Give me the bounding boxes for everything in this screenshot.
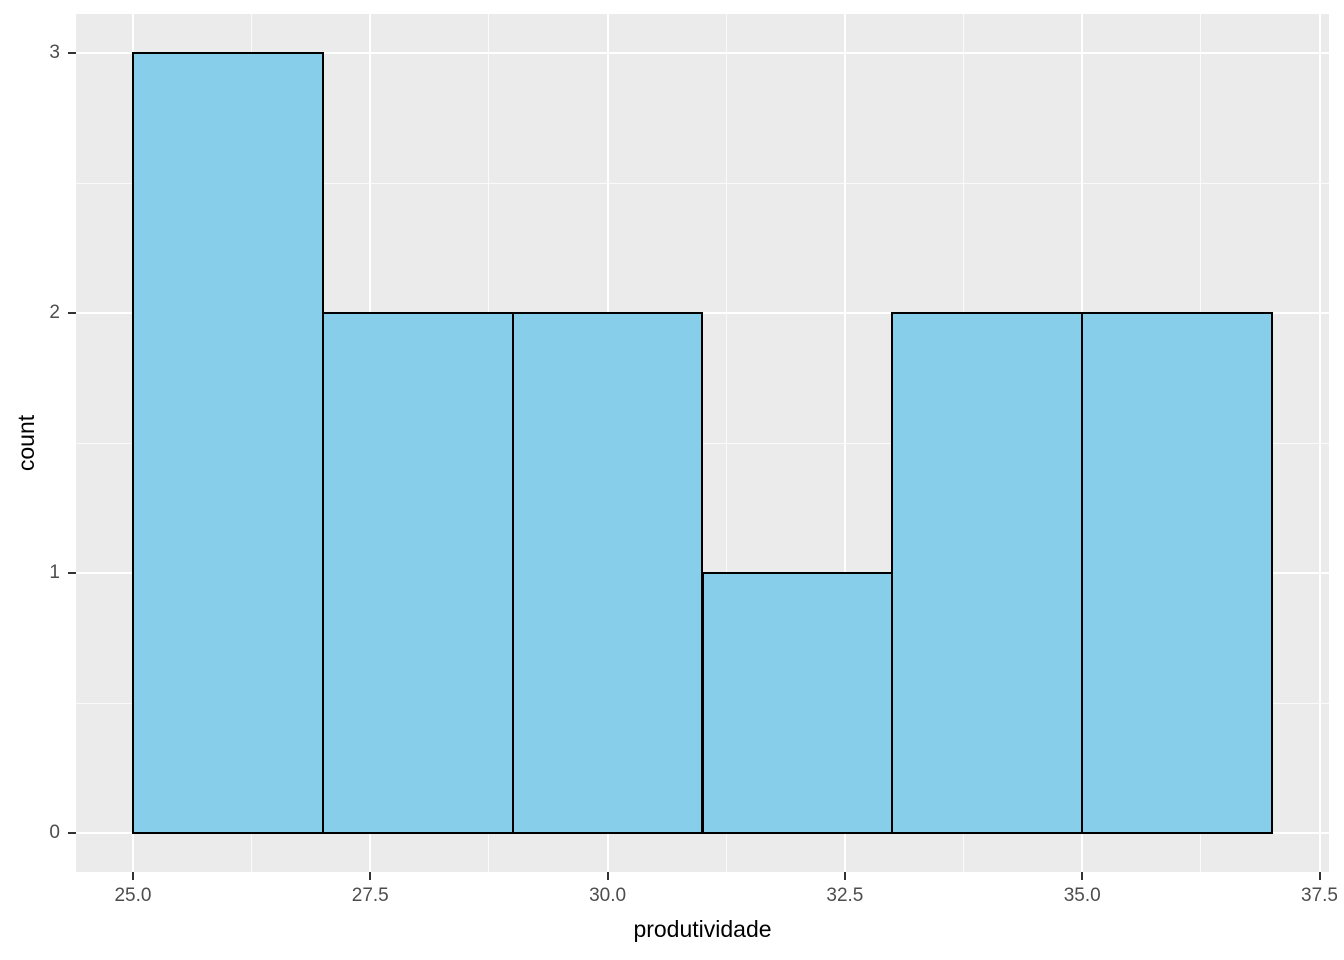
x-tick-label: 25.0 — [114, 885, 152, 906]
histogram-bar — [701, 572, 894, 834]
y-tick-mark — [68, 52, 76, 54]
plot-panel — [76, 14, 1329, 872]
y-tick-label: 1 — [49, 562, 60, 583]
y-tick-mark — [68, 312, 76, 314]
x-tick-label: 35.0 — [1063, 885, 1101, 906]
x-tick-mark — [1318, 872, 1321, 880]
x-tick-mark — [843, 872, 846, 880]
y-axis-title: count — [13, 414, 39, 472]
y-tick-label: 3 — [49, 42, 60, 63]
histogram-bar — [321, 312, 514, 834]
x-tick-mark — [369, 872, 372, 880]
x-tick-label: 30.0 — [589, 885, 627, 906]
gridline-major-vertical — [843, 14, 846, 872]
x-tick-mark — [131, 872, 134, 880]
y-tick-mark — [68, 572, 76, 574]
y-tick-label: 0 — [49, 822, 60, 843]
x-tick-label: 37.5 — [1301, 885, 1338, 906]
x-tick-label: 27.5 — [351, 885, 389, 906]
x-axis-title: produtividade — [633, 916, 772, 942]
x-tick-label: 32.5 — [826, 885, 864, 906]
x-tick-mark — [1081, 872, 1084, 880]
histogram-bar — [511, 312, 704, 834]
gridline-major-horizontal — [76, 52, 1329, 54]
y-tick-mark — [68, 832, 76, 834]
gridline-major-vertical — [1318, 14, 1321, 872]
histogram-bar — [1081, 312, 1274, 834]
histogram-bar — [131, 52, 324, 834]
y-tick-label: 2 — [49, 302, 60, 323]
gridline-minor-horizontal — [76, 182, 1329, 184]
x-tick-mark — [606, 872, 609, 880]
histogram-bar — [891, 312, 1084, 834]
